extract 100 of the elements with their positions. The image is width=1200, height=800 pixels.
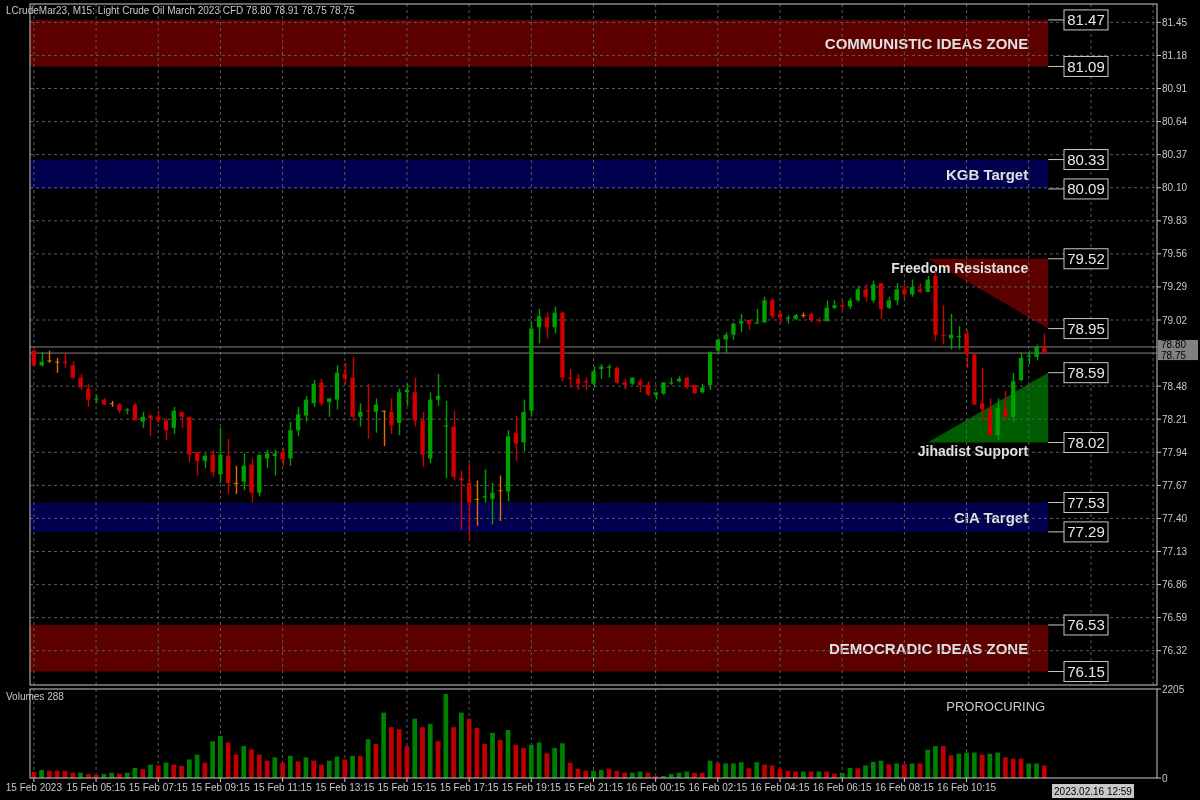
bar [39, 769, 44, 778]
x-tick-label: 15 Feb 15:15 [377, 782, 437, 793]
y-tick-label: 80.37 [1162, 149, 1188, 161]
y-tick-label: 79.83 [1162, 215, 1188, 227]
y-tick-label: 78.48 [1162, 380, 1188, 392]
bar [513, 744, 519, 778]
bar [280, 762, 285, 778]
bar [179, 765, 184, 778]
bar [155, 765, 161, 778]
candlestick [350, 356, 355, 423]
bar [1034, 763, 1039, 778]
x-tick-label: 15 Feb 07:15 [128, 782, 189, 793]
candlestick [591, 365, 596, 389]
ref-line-label: 77.29 [1067, 523, 1105, 541]
band-label: CIA Target [954, 508, 1029, 526]
bar [396, 729, 402, 778]
x-tick-label: 15 Feb 13:15 [315, 782, 375, 793]
bar [210, 741, 215, 778]
x-tick-label: 15 Feb 05:15 [66, 782, 126, 793]
y-tick-label: 80.91 [1162, 83, 1188, 95]
bar [443, 694, 449, 778]
bar [909, 763, 915, 778]
x-tick-label: 16 Feb 02:15 [688, 782, 748, 793]
bar [420, 727, 425, 778]
y-tick-label: 77.40 [1162, 512, 1188, 524]
x-tick-label: 15 Feb 11:15 [253, 782, 313, 793]
y-tick-label: 79.56 [1162, 248, 1188, 260]
candlestick [218, 427, 223, 484]
bar [241, 746, 247, 778]
bar [863, 765, 868, 778]
bar [552, 748, 557, 778]
y-tick-label: 76.59 [1162, 612, 1188, 624]
ref-line-label: 76.15 [1067, 663, 1105, 681]
band-label: COMMUNISTIC IDEAS ZONE [824, 34, 1029, 52]
bar [738, 762, 744, 778]
candlestick [249, 457, 254, 504]
band-label: DEMOCRADIC IDEAS ZONE [829, 639, 1029, 657]
bar [902, 764, 907, 778]
candlestick [443, 400, 448, 479]
ref-line-label: 80.33 [1067, 151, 1105, 169]
bar [598, 769, 604, 778]
bar [218, 736, 223, 778]
ref-line-label: 80.09 [1067, 180, 1105, 198]
bar [148, 764, 153, 778]
bar [272, 757, 278, 778]
candlestick [490, 482, 495, 526]
bar [731, 763, 736, 778]
candlestick [319, 378, 324, 407]
bar [389, 727, 394, 778]
chart-title: LCrudeMar23, M15: Light Crude Oil March 2023 CFD 78.80 78.91 78.75 78.75 [6, 5, 355, 16]
candlestick [420, 411, 425, 468]
x-tick-label: 15 Feb 17:15 [439, 782, 500, 793]
bar [567, 762, 573, 778]
ref-line-label: 81.47 [1067, 11, 1105, 29]
annotation: Jihadist Support [917, 443, 1029, 460]
candlestick [389, 397, 394, 435]
candlestick [560, 310, 565, 382]
bar [381, 712, 386, 778]
bar [560, 743, 565, 778]
candlestick [451, 409, 456, 482]
y-tick-label: 76.86 [1162, 579, 1188, 591]
ref-line-label: 78.02 [1067, 433, 1105, 451]
candlestick [894, 282, 899, 307]
candlestick [288, 420, 293, 467]
y-tick-label: 2205 [1162, 683, 1185, 695]
y-tick-label: 77.94 [1162, 446, 1188, 458]
bar [358, 755, 363, 778]
bar [894, 763, 899, 778]
bar [964, 752, 969, 778]
bar [521, 748, 526, 778]
y-tick-label: 78.21 [1162, 413, 1188, 425]
bar [482, 744, 488, 778]
y-tick-label: 81.18 [1162, 49, 1188, 61]
x-tick-label: 16 Feb 08:15 [874, 782, 935, 793]
bar [497, 740, 503, 778]
bar [1026, 763, 1032, 778]
bar [171, 764, 177, 778]
candlestick [762, 296, 767, 324]
x-tick-label: 15 Feb 21:15 [564, 782, 624, 793]
bar [256, 754, 262, 778]
bar [956, 753, 962, 778]
y-tick-label: 80.10 [1162, 182, 1188, 194]
ref-line-label: 76.53 [1067, 616, 1105, 634]
y-tick-label: 79.29 [1162, 281, 1188, 293]
candlestick [1003, 390, 1008, 419]
bar [995, 752, 1000, 778]
ref-line-label: 77.53 [1067, 494, 1105, 511]
bar [1041, 765, 1047, 778]
x-tick-label: 16 Feb 04:15 [750, 782, 810, 793]
bar [870, 761, 876, 778]
ref-line-label: 79.52 [1067, 250, 1105, 268]
candlestick [482, 468, 487, 504]
x-tick-label: 15 Feb 19:15 [501, 782, 562, 793]
bar [326, 760, 332, 778]
band-label: KGB Target [945, 165, 1029, 183]
bar [311, 760, 317, 778]
ref-line-label: 81.09 [1067, 57, 1105, 75]
annotation: Freedom Resistance [891, 259, 1029, 276]
ref-line-label: 78.59 [1067, 364, 1105, 382]
bar [342, 759, 348, 778]
